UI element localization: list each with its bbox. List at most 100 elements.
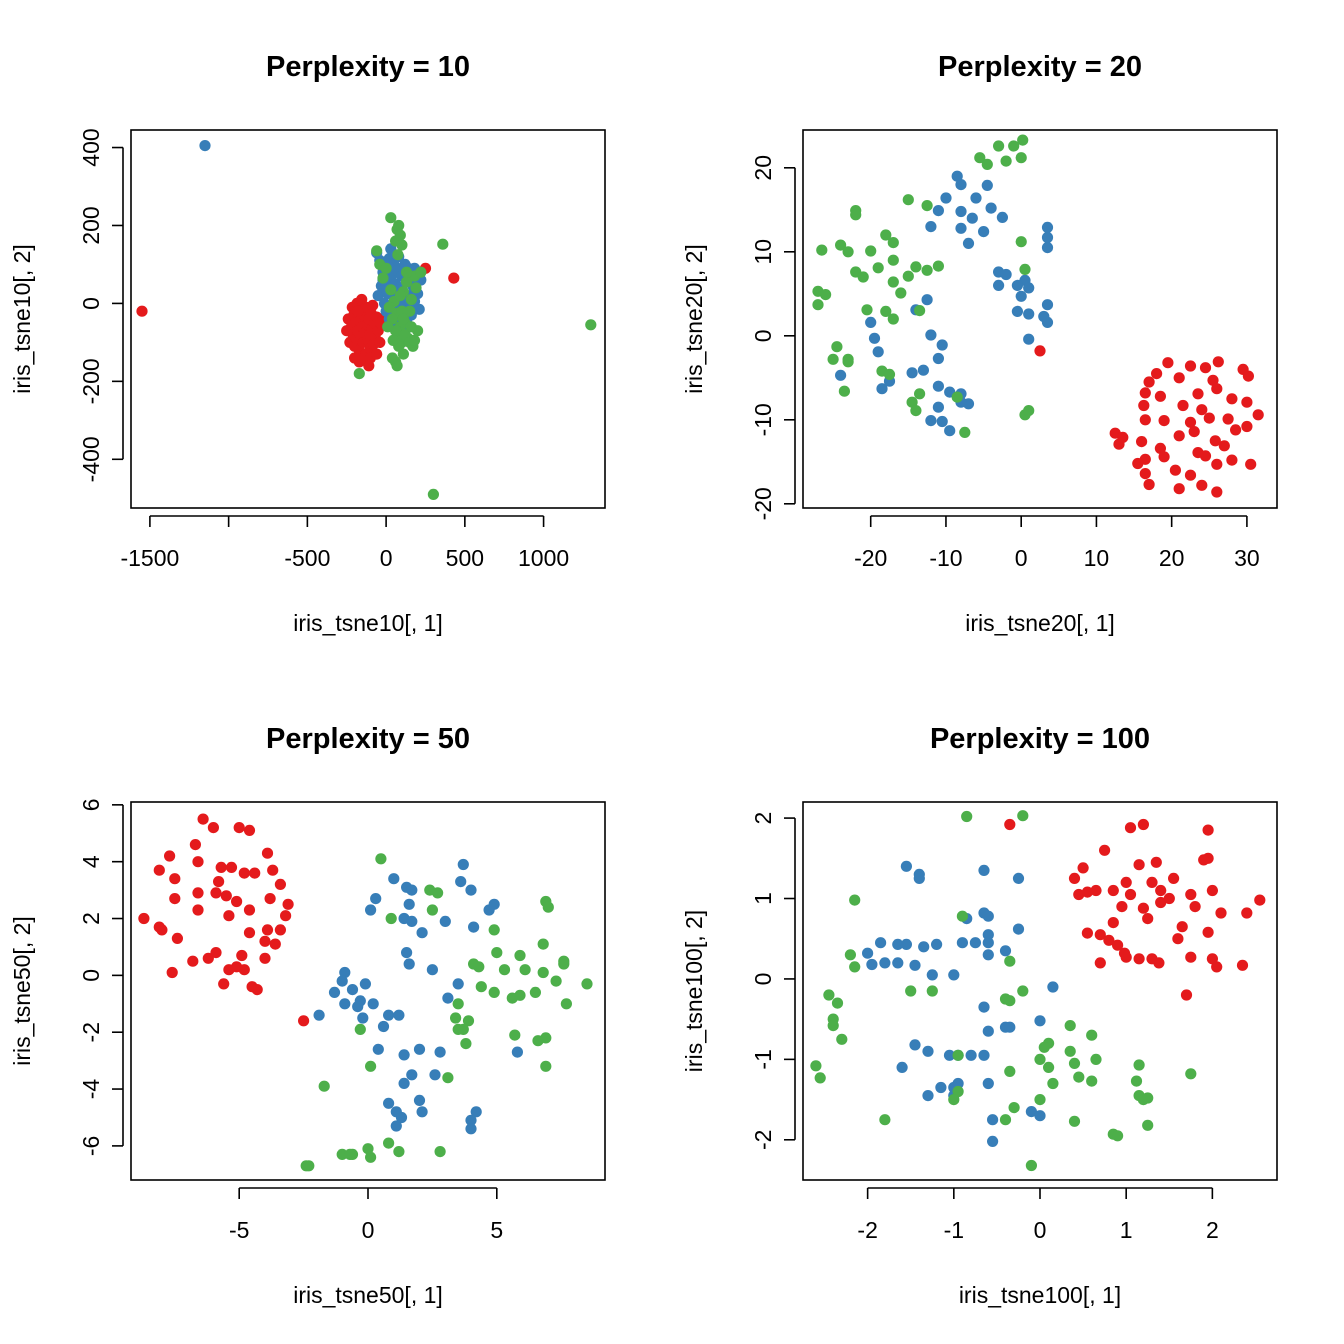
data-point [1222,413,1234,425]
y-axis: -400 -200 0 200 400 [78,128,124,482]
data-point [243,824,256,837]
x-tick-label: 0 [380,545,393,571]
data-point [1130,1075,1143,1087]
data-point [365,904,377,916]
data-point [1168,872,1180,885]
data-point [849,961,861,973]
data-point [138,912,150,925]
data-point [406,915,418,928]
data-point [943,1049,956,1061]
data-point [514,949,526,962]
data-point [1081,927,1093,939]
data-point [887,276,899,288]
data-point [416,927,428,939]
data-point [896,1061,908,1073]
data-point [259,952,271,964]
data-point [823,989,835,1001]
data-point [269,938,281,950]
data-point [585,319,597,331]
y-tick-label: -20 [750,487,776,520]
y-axis: -2 -1 0 1 2 [750,812,796,1150]
points-layer [812,134,1264,498]
data-point [982,1025,994,1037]
data-point [1155,896,1167,909]
data-point [1184,416,1197,428]
data-point [1073,1071,1085,1083]
data-point [1090,884,1102,897]
data-point [475,981,487,993]
data-point [1137,902,1149,914]
data-point [410,282,422,294]
data-point [900,938,913,951]
data-point [902,194,914,206]
data-point [401,947,413,959]
data-point [401,276,413,288]
data-point [1133,859,1145,871]
data-point [1185,951,1197,963]
data-point [1000,268,1012,281]
data-point [940,192,952,204]
data-point [192,904,204,916]
data-point [401,266,413,278]
x-tick-label: 0 [1015,545,1028,571]
data-point [396,239,408,251]
data-point [948,1094,960,1106]
data-point [906,367,918,379]
data-point [1103,934,1115,946]
data-point [1107,917,1119,929]
data-point [812,299,824,311]
data-point [393,219,405,232]
data-point [850,209,862,221]
data-point [921,294,933,306]
data-point [892,938,904,951]
x-tick-label: 0 [1034,1217,1047,1243]
data-point [371,348,383,360]
data-point [974,152,986,164]
data-point [1112,1130,1124,1142]
data-point [383,301,395,313]
y-axis-label: iris_tsne50[, 2] [9,916,35,1066]
data-point [914,388,926,400]
data-point [1019,263,1031,275]
data-point [944,425,956,437]
data-point [371,245,383,257]
data-point [336,1148,348,1160]
y-tick-label: 4 [78,855,104,868]
data-point [267,864,279,876]
data-point [1252,409,1264,421]
data-point [1034,345,1046,357]
data-point [339,998,351,1010]
data-point [460,1038,472,1050]
data-point [1047,1077,1059,1090]
y-axis-label: iris_tsne10[, 2] [9,244,35,394]
data-point [1116,901,1128,913]
data-point [387,334,399,346]
data-point [981,179,993,191]
data-point [318,1080,330,1092]
data-point [909,959,921,971]
x-tick-label: 2 [1206,1217,1219,1243]
data-point [1163,892,1175,905]
data-point [1025,1159,1037,1172]
data-point [1107,884,1119,897]
data-point [1034,1110,1046,1122]
x-tick-label: 1000 [518,545,569,571]
data-point [1008,1102,1020,1114]
data-point [540,1060,552,1072]
data-point [1151,368,1163,380]
data-point [282,898,294,910]
data-point [932,260,945,272]
data-point [842,356,854,368]
data-point [403,898,415,910]
data-point [999,1114,1012,1126]
data-point [465,1123,477,1135]
data-point [1146,953,1158,965]
x-axis-label: iris_tsne10[, 1] [293,610,443,636]
data-point [955,205,967,218]
x-tick-label: 10 [1084,545,1110,571]
data-point [952,1049,964,1061]
data-point [169,873,181,885]
data-point [978,1001,990,1013]
data-point [987,1135,999,1147]
panel-title: Perplexity = 20 [938,51,1142,83]
